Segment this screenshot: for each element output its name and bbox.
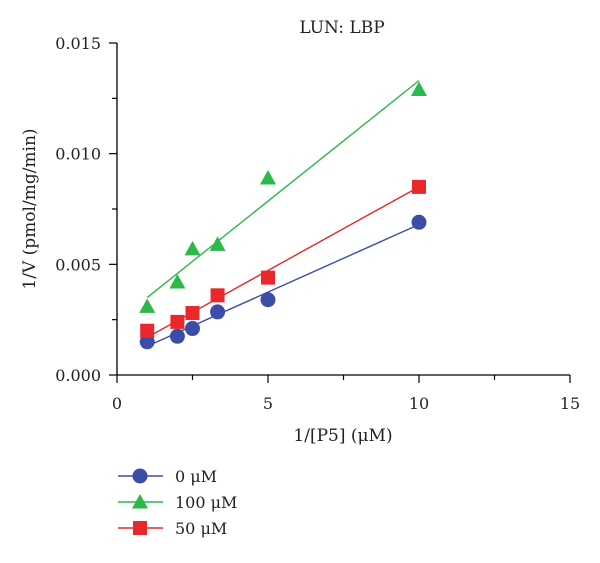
y-tick-label: 0.015	[55, 34, 101, 53]
fit-line-triangle	[146, 80, 420, 299]
x-tick-label: 10	[409, 394, 429, 413]
x-tick-label: 15	[560, 394, 580, 413]
x-axis-title: 1/[P5] (μM)	[293, 426, 392, 446]
data-point-square	[185, 306, 200, 321]
data-point-circle	[185, 321, 200, 337]
chart-title: LUN: LBP	[299, 18, 384, 38]
data-point-square	[170, 314, 185, 329]
legend-marker-triangle	[132, 494, 148, 509]
legend-marker-circle	[132, 468, 148, 484]
data-point-triangle	[184, 240, 201, 256]
data-point-circle	[169, 328, 185, 344]
data-point-square	[140, 323, 155, 338]
legend-label: 100 μM	[175, 493, 237, 512]
ticks	[109, 42, 571, 383]
data-point-triangle	[260, 170, 276, 185]
data-point-triangle	[139, 298, 156, 313]
x-tick-label: 0	[112, 394, 122, 413]
data-point-triangle	[209, 236, 226, 251]
data-point-square	[412, 179, 426, 194]
legend: 0 μM 100 μM 50 μM	[118, 467, 237, 538]
y-tick-label: 0.000	[55, 366, 101, 385]
x-tick-label: 5	[263, 394, 273, 413]
legend-marker-square	[133, 521, 147, 535]
data-points	[139, 81, 427, 350]
y-tick-label: 0.005	[55, 255, 101, 274]
y-axis-title: 1/V (pmol/mg/min)	[20, 128, 40, 289]
legend-label: 0 μM	[175, 467, 217, 486]
data-point-triangle	[169, 274, 186, 289]
data-point-square	[210, 288, 225, 303]
data-point-circle	[411, 214, 427, 230]
data-point-square	[261, 270, 275, 285]
tick-labels: 0 5 10 15 0.000 0.005 0.010 0.015	[55, 34, 580, 413]
data-point-triangle	[411, 81, 427, 96]
data-point-circle	[139, 334, 155, 350]
axes	[116, 43, 570, 376]
data-point-circle	[260, 292, 276, 308]
y-tick-label: 0.010	[55, 145, 101, 164]
data-point-circle	[210, 304, 226, 320]
legend-label: 50 μM	[175, 519, 227, 538]
